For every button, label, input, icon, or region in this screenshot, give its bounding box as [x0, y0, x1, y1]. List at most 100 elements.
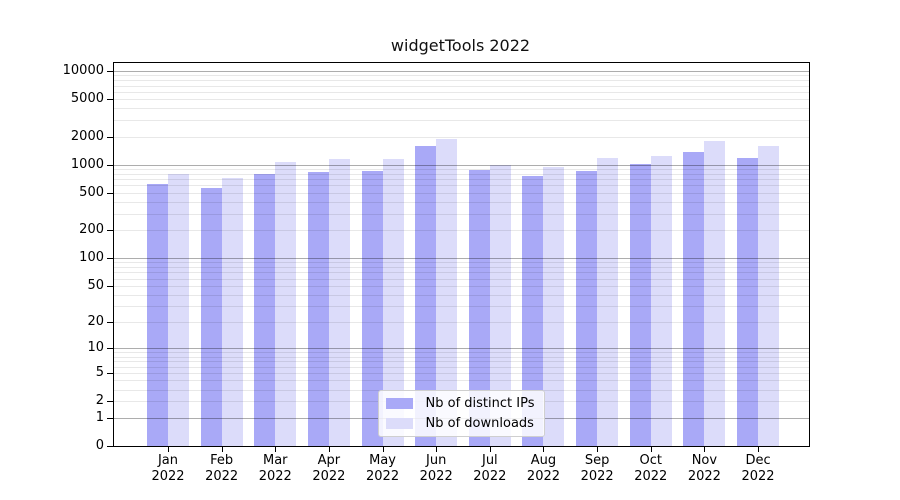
gridline-minor-200: [114, 230, 809, 232]
gridline-minor-5000: [114, 99, 809, 101]
y-tick-label-100: 100: [79, 250, 104, 266]
y-tick-10000: [107, 71, 114, 72]
y-tick-label-5: 5: [95, 365, 104, 381]
x-tick-jul: [489, 446, 491, 452]
gridline-minor-3000: [114, 120, 809, 121]
gridline-minor-8: [114, 356, 809, 358]
bar-downloads-dec: [758, 145, 780, 446]
bar-downloads-mar: [275, 161, 297, 446]
y-tick-1: [107, 417, 114, 419]
x-tick-feb: [221, 446, 223, 452]
gridline-major-100: [114, 258, 809, 260]
bar-distinct-ips-jul: [468, 170, 490, 446]
gridline-minor-40: [114, 294, 809, 296]
y-tick-label-2: 2: [95, 393, 104, 409]
bar-distinct-ips-may: [361, 171, 383, 446]
x-tick-may: [382, 446, 384, 452]
y-tick-label-50: 50: [87, 277, 104, 293]
gridline-minor-900: [114, 168, 809, 170]
gridline-minor-8000: [114, 80, 809, 82]
gridline-minor-50: [114, 285, 809, 287]
y-tick-label-10000: 10000: [62, 63, 104, 78]
bar-downloads-oct: [650, 155, 672, 446]
legend: Nb of distinct IPs Nb of downloads: [377, 390, 546, 437]
bar-distinct-ips-sep: [576, 170, 598, 446]
gridline-minor-80: [114, 267, 809, 269]
bar-downloads-apr: [328, 158, 350, 446]
legend-entry-downloads: Nb of downloads: [385, 416, 535, 431]
y-tick-label-5000: 5000: [70, 91, 104, 107]
bar-distinct-ips-jun: [415, 145, 437, 446]
y-tick-10: [107, 348, 114, 350]
x-tick-apr: [328, 446, 330, 452]
y-tick-5000: [107, 99, 114, 101]
bar-distinct-ips-aug: [522, 176, 544, 446]
x-tick-dec: [758, 446, 760, 452]
y-tick-label-1000: 1000: [70, 156, 104, 172]
y-tick-label-500: 500: [79, 184, 104, 200]
gridline-minor-7000: [114, 85, 809, 87]
chart-title: widgetTools 2022: [390, 36, 531, 55]
gridline-minor-4000: [114, 108, 809, 110]
gridline-major-10: [114, 348, 809, 350]
x-tick-label-aug: Aug 2022: [526, 453, 561, 484]
bar-distinct-ips-oct: [629, 163, 651, 446]
bar-downloads-jun: [436, 139, 458, 446]
y-tick-2000: [107, 136, 114, 138]
y-tick-20: [107, 322, 114, 324]
x-tick-label-oct: Oct 2022: [634, 453, 668, 484]
y-tick-200: [107, 230, 114, 232]
x-tick-label-dec: Dec 2022: [741, 453, 775, 484]
bar-distinct-ips-dec: [737, 157, 759, 446]
gridline-minor-9: [114, 352, 809, 354]
y-tick-0: [107, 446, 114, 447]
x-tick-aug: [543, 446, 545, 452]
gridline-minor-5: [114, 373, 809, 375]
plot-area: Nb of distinct IPs Nb of downloads: [113, 62, 810, 447]
gridline-minor-7: [114, 361, 809, 363]
legend-label-downloads: Nb of downloads: [425, 416, 534, 431]
y-tick-5: [107, 373, 114, 375]
y-tick-label-10: 10: [87, 340, 104, 356]
y-tick-label-0: 0: [95, 438, 104, 453]
y-tick-label-200: 200: [79, 222, 104, 238]
bar-downloads-aug: [543, 167, 565, 446]
gridline-minor-300: [114, 213, 809, 215]
x-tick-label-jun: Jun 2022: [419, 453, 453, 484]
gridline-minor-90: [114, 262, 809, 264]
x-tick-nov: [704, 446, 706, 452]
y-tick-2: [107, 401, 114, 403]
y-tick-50: [107, 285, 114, 287]
gridline-minor-4: [114, 380, 809, 382]
bar-downloads-jan: [168, 173, 189, 446]
gridline-minor-60: [114, 278, 809, 280]
gridline-minor-30: [114, 306, 809, 308]
gridline-minor-70: [114, 272, 809, 274]
bar-downloads-may: [382, 159, 404, 446]
x-tick-label-jan: Jan 2022: [151, 453, 185, 484]
bar-distinct-ips-nov: [683, 151, 705, 446]
bar-downloads-nov: [704, 140, 726, 446]
gridline-minor-9000: [114, 75, 809, 77]
x-tick-label-sep: Sep 2022: [580, 453, 614, 484]
x-tick-label-mar: Mar 2022: [258, 453, 292, 484]
x-tick-jun: [436, 446, 438, 452]
x-tick-label-apr: Apr 2022: [312, 453, 346, 484]
bar-distinct-ips-apr: [307, 172, 329, 446]
x-tick-label-feb: Feb 2022: [205, 453, 239, 484]
y-tick-label-1: 1: [95, 409, 104, 425]
gridline-major-1000: [114, 164, 809, 166]
legend-swatch-downloads: [385, 418, 413, 429]
x-tick-label-nov: Nov 2022: [687, 453, 721, 484]
gridline-minor-20: [114, 322, 809, 324]
x-tick-oct: [650, 446, 652, 452]
bar-distinct-ips-mar: [254, 173, 276, 446]
gridline-major-10000: [114, 71, 809, 72]
bar-distinct-ips-feb: [200, 187, 222, 446]
y-tick-100: [107, 258, 114, 260]
gridline-minor-400: [114, 201, 809, 203]
bar-downloads-sep: [597, 157, 619, 446]
gridline-minor-6: [114, 366, 809, 368]
x-tick-mar: [275, 446, 277, 452]
